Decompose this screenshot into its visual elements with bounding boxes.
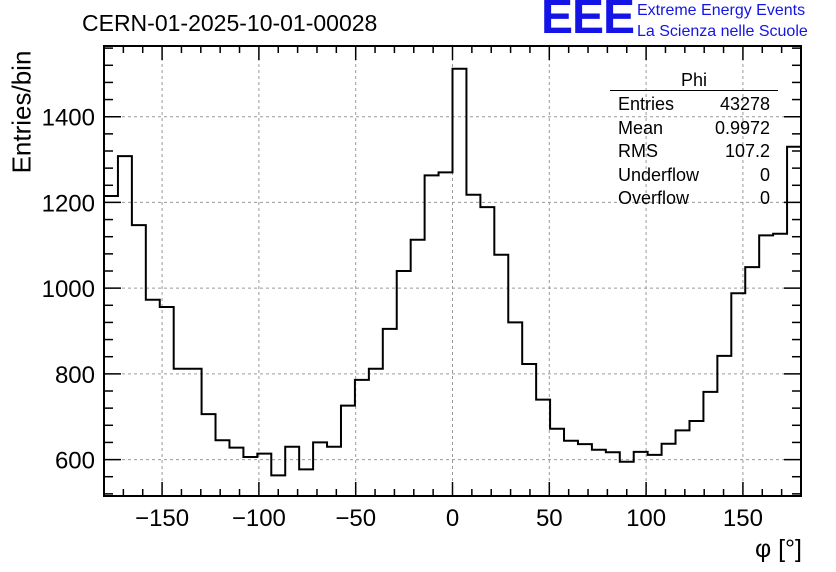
stats-label: RMS (618, 141, 658, 161)
eee-logo: EEE (541, 0, 635, 44)
y-tick-label: 1200 (42, 190, 95, 217)
stats-row-entries: Entries 43278 (610, 93, 778, 117)
stats-value: 0 (759, 164, 770, 185)
logo-line-1: Extreme Energy Events (637, 2, 806, 19)
y-tick-label: 1400 (42, 105, 95, 132)
x-tick-label: −100 (232, 505, 286, 532)
stats-row-overflow: Overflow 0 (610, 187, 778, 211)
y-axis-label: Entries/bin (6, 50, 37, 174)
stats-box: Phi Entries 43278 Mean 0.9972 RMS 107.2 … (610, 70, 778, 211)
stats-label: Underflow (618, 164, 700, 185)
y-tick-label: 600 (55, 448, 95, 475)
logo-line-2: La Scienza nelle Scuole (637, 23, 808, 40)
stats-value: 43278 (719, 94, 770, 114)
x-axis-label: φ [°] (754, 535, 802, 563)
y-tick-label: 800 (55, 362, 95, 389)
x-tick-label: −50 (335, 505, 376, 532)
stats-row-underflow: Underflow 0 (610, 164, 778, 188)
stats-row-mean: Mean 0.9972 (610, 117, 778, 141)
histogram-line (104, 67, 801, 477)
x-tick-label: 50 (536, 505, 563, 532)
x-tick-label: 150 (723, 505, 763, 532)
y-tick-label: 1000 (42, 276, 95, 303)
stats-value: 0.9972 (714, 117, 770, 138)
stats-label: Mean (618, 117, 664, 138)
stats-value: 107.2 (724, 141, 770, 161)
stats-label: Entries (618, 94, 675, 114)
x-tick-label: 0 (446, 505, 459, 532)
stats-value: 0 (759, 188, 770, 208)
chart-title: CERN-01-2025-10-01-00028 (82, 10, 378, 36)
stats-title: Phi (680, 70, 707, 90)
stats-label: Overflow (618, 188, 690, 208)
stats-separator (610, 90, 778, 91)
x-tick-label: −150 (135, 505, 189, 532)
x-tick-label: 100 (626, 505, 666, 532)
stats-row-rms: RMS 107.2 (610, 140, 778, 164)
